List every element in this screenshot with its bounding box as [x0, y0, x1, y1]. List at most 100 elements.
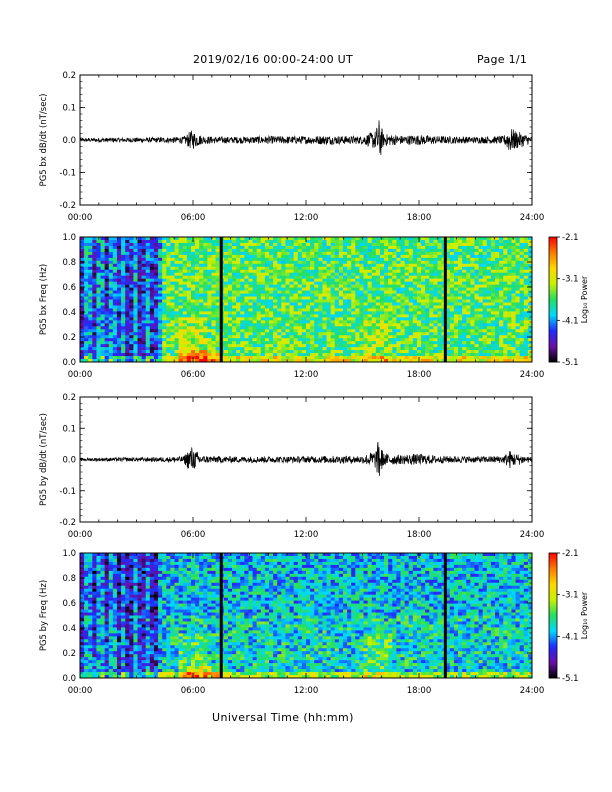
panel-2-cell: [293, 281, 299, 285]
panel-1-x-tick-label: 18:00: [407, 213, 432, 223]
panel-2-cell: [285, 353, 290, 357]
panel-2-cell: [338, 305, 344, 309]
panel-2-cell: [495, 338, 500, 342]
panel-2-cell: [285, 326, 290, 330]
panel-2-cell: [449, 314, 455, 318]
panel-2-cell: [88, 356, 93, 360]
panel-2-cell: [153, 320, 159, 324]
panel-2-cell: [367, 314, 373, 318]
panel-2-cell: [478, 296, 483, 300]
panel-2-cell: [178, 323, 184, 327]
panel-2-cell: [445, 245, 451, 250]
panel-2-cell: [190, 308, 196, 312]
panel-2-cell: [404, 323, 410, 327]
panel-2-cell: [507, 347, 512, 351]
panel-2-cell: [84, 293, 89, 297]
panel-2-cell: [384, 356, 389, 360]
panel-2-cell: [137, 251, 142, 256]
panel-2-cell: [371, 299, 377, 303]
panel-2-cell: [133, 344, 138, 348]
panel-2-cell: [408, 269, 414, 274]
panel-2-cell: [367, 341, 373, 345]
panel-2-cell: [137, 299, 142, 303]
panel-2-cell: [281, 320, 286, 324]
panel-2-cell: [273, 332, 278, 336]
panel-2-cell: [100, 296, 105, 300]
panel-2-cell: [277, 353, 282, 357]
panel-2-cell: [285, 293, 290, 297]
panel-2-cell: [515, 275, 520, 279]
panel-2-cell: [227, 302, 233, 306]
panel-2-cell: [293, 287, 299, 291]
panel-2-cell: [158, 284, 163, 288]
panel-2-cell: [293, 293, 299, 297]
panel-2-cell: [511, 314, 516, 318]
panel-2-cell: [449, 278, 455, 282]
panel-2-cell: [425, 296, 430, 300]
panel-2-cell: [269, 281, 274, 285]
panel-2-cell: [482, 311, 488, 315]
panel-2-cell: [495, 356, 500, 360]
panel-2-cell: [429, 269, 434, 274]
panel-2-cell: [499, 257, 504, 262]
panel-2-cell: [178, 305, 184, 309]
panel-2-cell: [162, 237, 167, 241]
panel-2-cell: [507, 284, 512, 288]
panel-2-cell: [158, 359, 163, 363]
panel-2-cell: [133, 278, 138, 282]
panel-2-cell: [355, 311, 360, 315]
panel-2-cell: [88, 290, 93, 294]
panel-2-cell: [121, 299, 126, 303]
panel-2-cell: [203, 263, 208, 268]
panel-2-cell: [153, 239, 159, 244]
panel-2-cell: [108, 344, 114, 348]
panel-2-cell: [314, 237, 319, 241]
panel-2-cell: [260, 344, 266, 348]
panel-2-cell: [277, 302, 282, 306]
panel-2-cell: [141, 353, 147, 357]
panel-2-cell: [297, 278, 303, 282]
panel-2-cell: [474, 326, 479, 330]
panel-2-cell: [100, 251, 105, 256]
panel-2-cell: [158, 323, 163, 327]
panel-2-cell: [273, 296, 278, 300]
panel-2-cell: [121, 353, 126, 357]
panel-2-cell: [293, 290, 299, 294]
panel-2-cell: [355, 245, 360, 250]
panel-2-cell: [240, 359, 245, 363]
panel-2-cell: [199, 245, 204, 250]
panel-2-cell: [486, 320, 492, 324]
panel-2-cell: [495, 341, 500, 345]
panel-2-cell: [425, 353, 430, 357]
panel-2-cell: [178, 248, 184, 253]
panel-2-cell: [260, 266, 266, 271]
panel-2-cell: [379, 359, 385, 363]
panel-2-cell: [470, 245, 475, 250]
panel-2-cell: [322, 314, 327, 318]
panel-2-cell: [211, 326, 216, 330]
panel-2-cell: [495, 329, 500, 333]
panel-2-cell: [330, 326, 336, 330]
panel-2-cell: [256, 344, 262, 348]
panel-2-cell: [388, 305, 393, 309]
panel-2-cell: [404, 272, 410, 276]
panel-2-cell: [133, 323, 138, 327]
panel-2-cell: [84, 237, 89, 241]
panel-2-cell: [301, 254, 307, 259]
panel-2-cell: [342, 284, 348, 288]
panel-2-cell: [371, 347, 377, 351]
panel-2-cell: [244, 237, 249, 241]
panel-2-cell: [351, 245, 356, 250]
panel-2-cell: [92, 341, 97, 345]
panel-2-cell: [269, 251, 274, 256]
panel-2-cell: [458, 332, 463, 336]
panel-2-cell: [322, 332, 327, 336]
panel-2-cell: [474, 293, 479, 297]
panel-2-cell: [236, 329, 241, 333]
panel-2-cell: [121, 359, 126, 363]
panel-2-cell: [141, 311, 147, 315]
panel-2-cell: [388, 356, 393, 360]
panel-2-cell: [453, 305, 459, 309]
panel-2-cell: [453, 317, 459, 321]
panel-2-cell: [314, 266, 319, 271]
